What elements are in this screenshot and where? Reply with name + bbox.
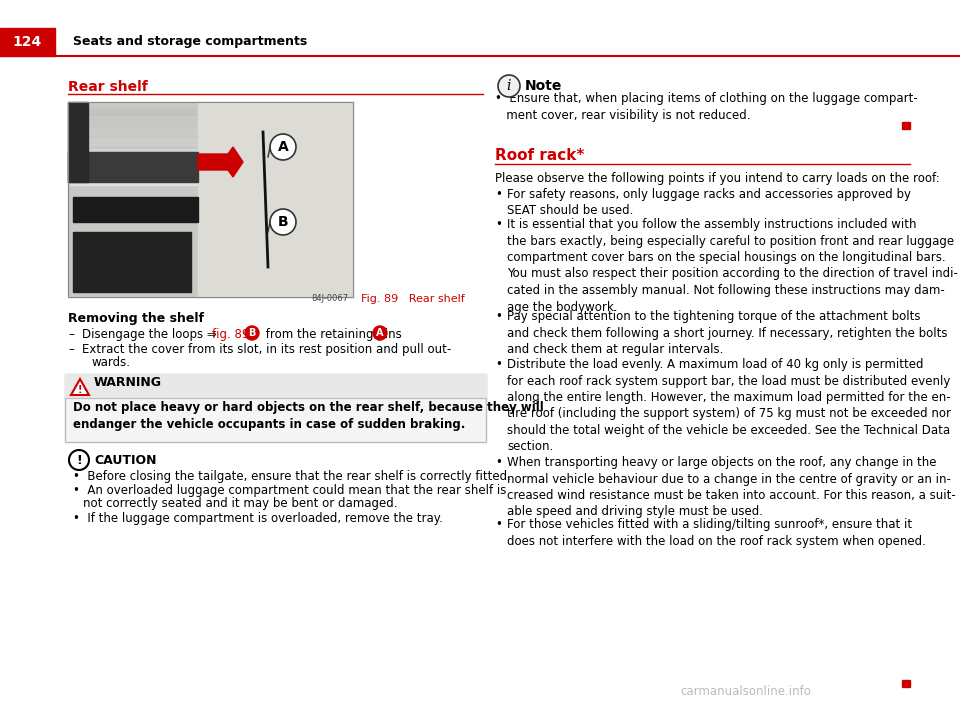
Circle shape xyxy=(373,326,387,340)
Bar xyxy=(70,159,351,165)
Bar xyxy=(65,374,486,398)
Bar xyxy=(70,179,351,185)
Text: WARNING: WARNING xyxy=(94,376,162,389)
Text: Pay special attention to the tightening torque of the attachment bolts
and check: Pay special attention to the tightening … xyxy=(507,310,948,356)
Bar xyxy=(70,129,351,135)
Text: For those vehicles fitted with a sliding/tilting sunroof*, ensure that it
does n: For those vehicles fitted with a sliding… xyxy=(507,518,925,547)
Text: For safety reasons, only luggage racks and accessories approved by
SEAT should b: For safety reasons, only luggage racks a… xyxy=(507,188,911,217)
Text: B: B xyxy=(249,328,255,338)
Text: –: – xyxy=(68,328,74,341)
Text: 84J-0067: 84J-0067 xyxy=(311,294,348,303)
Polygon shape xyxy=(198,147,243,177)
Bar xyxy=(73,197,198,222)
Bar xyxy=(68,102,353,297)
Bar xyxy=(198,102,353,297)
Bar xyxy=(70,169,351,175)
Bar xyxy=(68,102,353,297)
Text: from the retaining pins: from the retaining pins xyxy=(262,328,405,341)
Polygon shape xyxy=(71,379,89,395)
Text: Extract the cover from its slot, in its rest position and pull out-: Extract the cover from its slot, in its … xyxy=(82,343,451,356)
Text: not correctly seated and it may be bent or damaged.: not correctly seated and it may be bent … xyxy=(83,497,397,510)
Bar xyxy=(65,374,486,442)
Text: Please observe the following points if you intend to carry loads on the roof:: Please observe the following points if y… xyxy=(495,172,940,185)
Text: •: • xyxy=(495,518,502,531)
Bar xyxy=(73,232,191,292)
Text: •: • xyxy=(495,188,502,201)
Text: 124: 124 xyxy=(12,35,42,49)
Bar xyxy=(902,680,910,687)
Text: !: ! xyxy=(76,454,82,466)
Text: i: i xyxy=(507,79,512,93)
Text: When transporting heavy or large objects on the roof, any change in the
normal v: When transporting heavy or large objects… xyxy=(507,456,956,519)
Bar xyxy=(65,374,486,442)
Text: Note: Note xyxy=(525,79,563,93)
Text: !: ! xyxy=(78,385,83,395)
Text: Rear shelf: Rear shelf xyxy=(68,80,148,94)
Bar xyxy=(70,139,351,145)
Text: B: B xyxy=(277,215,288,229)
Bar xyxy=(68,102,88,182)
Circle shape xyxy=(498,75,520,97)
Text: Distribute the load evenly. A maximum load of 40 kg only is permitted
for each r: Distribute the load evenly. A maximum lo… xyxy=(507,358,951,454)
Text: •  Ensure that, when placing items of clothing on the luggage compart-
   ment c: • Ensure that, when placing items of clo… xyxy=(495,92,918,122)
Text: •  An overloaded luggage compartment could mean that the rear shelf is: • An overloaded luggage compartment coul… xyxy=(73,484,506,497)
Text: CAUTION: CAUTION xyxy=(94,454,156,467)
Circle shape xyxy=(270,134,296,160)
Bar xyxy=(70,109,351,115)
Circle shape xyxy=(270,209,296,235)
Text: •: • xyxy=(495,456,502,469)
Text: Do not place heavy or hard objects on the rear shelf, because they will
endanger: Do not place heavy or hard objects on th… xyxy=(73,401,543,431)
Text: •  If the luggage compartment is overloaded, remove the tray.: • If the luggage compartment is overload… xyxy=(73,512,443,525)
Text: Seats and storage compartments: Seats and storage compartments xyxy=(73,36,307,48)
Bar xyxy=(902,122,910,129)
Bar xyxy=(70,149,351,155)
Text: Roof rack*: Roof rack* xyxy=(495,148,585,163)
Text: A: A xyxy=(376,328,384,338)
Text: •  Before closing the tailgate, ensure that the rear shelf is correctly fitted.: • Before closing the tailgate, ensure th… xyxy=(73,470,511,483)
Text: •: • xyxy=(495,218,502,231)
Text: fig. 89: fig. 89 xyxy=(212,328,250,341)
Text: A: A xyxy=(277,140,288,154)
Bar xyxy=(0,28,55,56)
Text: wards.: wards. xyxy=(92,356,131,369)
Bar xyxy=(70,119,351,125)
Bar xyxy=(68,152,198,182)
Text: Removing the shelf: Removing the shelf xyxy=(68,312,204,325)
Text: •: • xyxy=(495,358,502,371)
Text: Disengage the loops ⇒: Disengage the loops ⇒ xyxy=(82,328,217,341)
Text: •: • xyxy=(495,310,502,323)
Text: It is essential that you follow the assembly instructions included with
the bars: It is essential that you follow the asse… xyxy=(507,218,958,313)
Text: carmanualsonline.info: carmanualsonline.info xyxy=(680,685,811,698)
Text: –: – xyxy=(68,343,74,356)
Circle shape xyxy=(245,326,259,340)
Text: Fig. 89   Rear shelf: Fig. 89 Rear shelf xyxy=(361,294,465,304)
